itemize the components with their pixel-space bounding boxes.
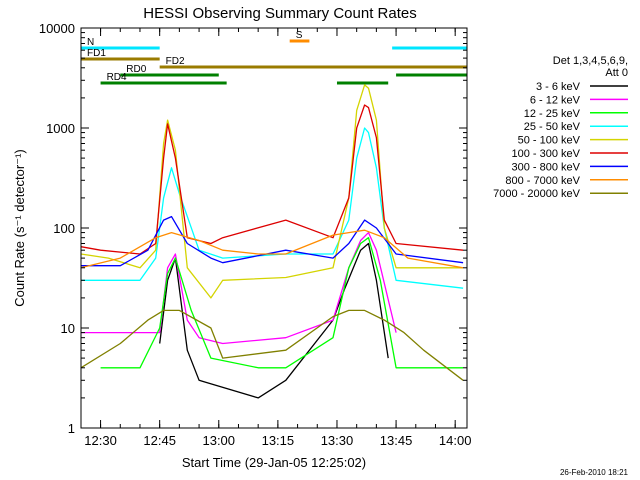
flag-label-rd0: RD0 <box>126 64 146 75</box>
series-line-3-6-kev <box>159 242 389 399</box>
chart-title: HESSI Observing Summary Count Rates <box>143 5 416 22</box>
x-tick-label-13-45: 13:45 <box>380 433 413 448</box>
series-line-12-25-kev <box>100 237 464 369</box>
legend-label-300-800-kev: 300 - 800 keV <box>512 161 581 173</box>
y-axis-label: Count Rate (s⁻¹ detector⁻¹) <box>12 149 27 307</box>
legend-label-800-7000-kev: 800 - 7000 keV <box>505 175 580 187</box>
y-tick-label-1: 1 <box>68 421 75 436</box>
legend-label-12-25-kev: 12 - 25 keV <box>524 108 581 120</box>
legend-title: Det 1,3,4,5,6,9, <box>553 55 628 67</box>
footer-date: 26-Feb-2010 18:21 <box>560 468 629 477</box>
x-tick-label-13-30: 13:30 <box>321 433 354 448</box>
x-tick-label-12-30: 12:30 <box>84 433 117 448</box>
series-line-800-7000-kev <box>80 229 464 269</box>
legend-label-50-100-kev: 50 - 100 keV <box>518 135 581 147</box>
series-line-25-50-kev <box>80 127 464 289</box>
y-tick-label-100: 100 <box>53 221 75 236</box>
y-tick-label-10: 10 <box>61 321 75 336</box>
series-line-50-100-kev <box>80 84 464 299</box>
legend-label-6-12-kev: 6 - 12 keV <box>530 94 581 106</box>
flag-label-fd1: FD1 <box>87 48 106 59</box>
series-line-6-12-kev <box>80 231 397 345</box>
series-line-100-300-kev <box>80 104 464 255</box>
flag-label-s: S <box>296 30 303 41</box>
legend-label-7000-20000-kev: 7000 - 20000 keV <box>493 188 581 200</box>
legend-label-3-6-kev: 3 - 6 keV <box>536 81 581 93</box>
x-axis-label: Start Time (29-Jan-05 12:25:02) <box>182 455 366 470</box>
series-line-7000-20000-kev <box>80 309 464 381</box>
y-tick-label-1000: 1000 <box>46 121 75 136</box>
flag-label-rd4: RD4 <box>107 72 127 83</box>
legend-label-25-50-kev: 25 - 50 keV <box>524 121 581 133</box>
x-tick-label-14-00: 14:00 <box>439 433 472 448</box>
axis-ticks: 1 10 100 1000 10000 12:30 12:45 13:00 13:15 13:30… <box>39 21 472 448</box>
x-tick-label-13-15: 13:15 <box>262 433 295 448</box>
legend-label-100-300-kev: 100 - 300 keV <box>512 148 581 160</box>
flag-label-n: N <box>87 37 94 48</box>
y-tick-label-10000: 10000 <box>39 21 75 36</box>
flag-label-fd2: FD2 <box>166 56 185 67</box>
x-tick-label-12-45: 12:45 <box>143 433 176 448</box>
legend-subtitle: Att 0 <box>605 67 628 79</box>
x-tick-label-13-00: 13:00 <box>202 433 235 448</box>
series-line-300-800-kev <box>80 215 464 267</box>
